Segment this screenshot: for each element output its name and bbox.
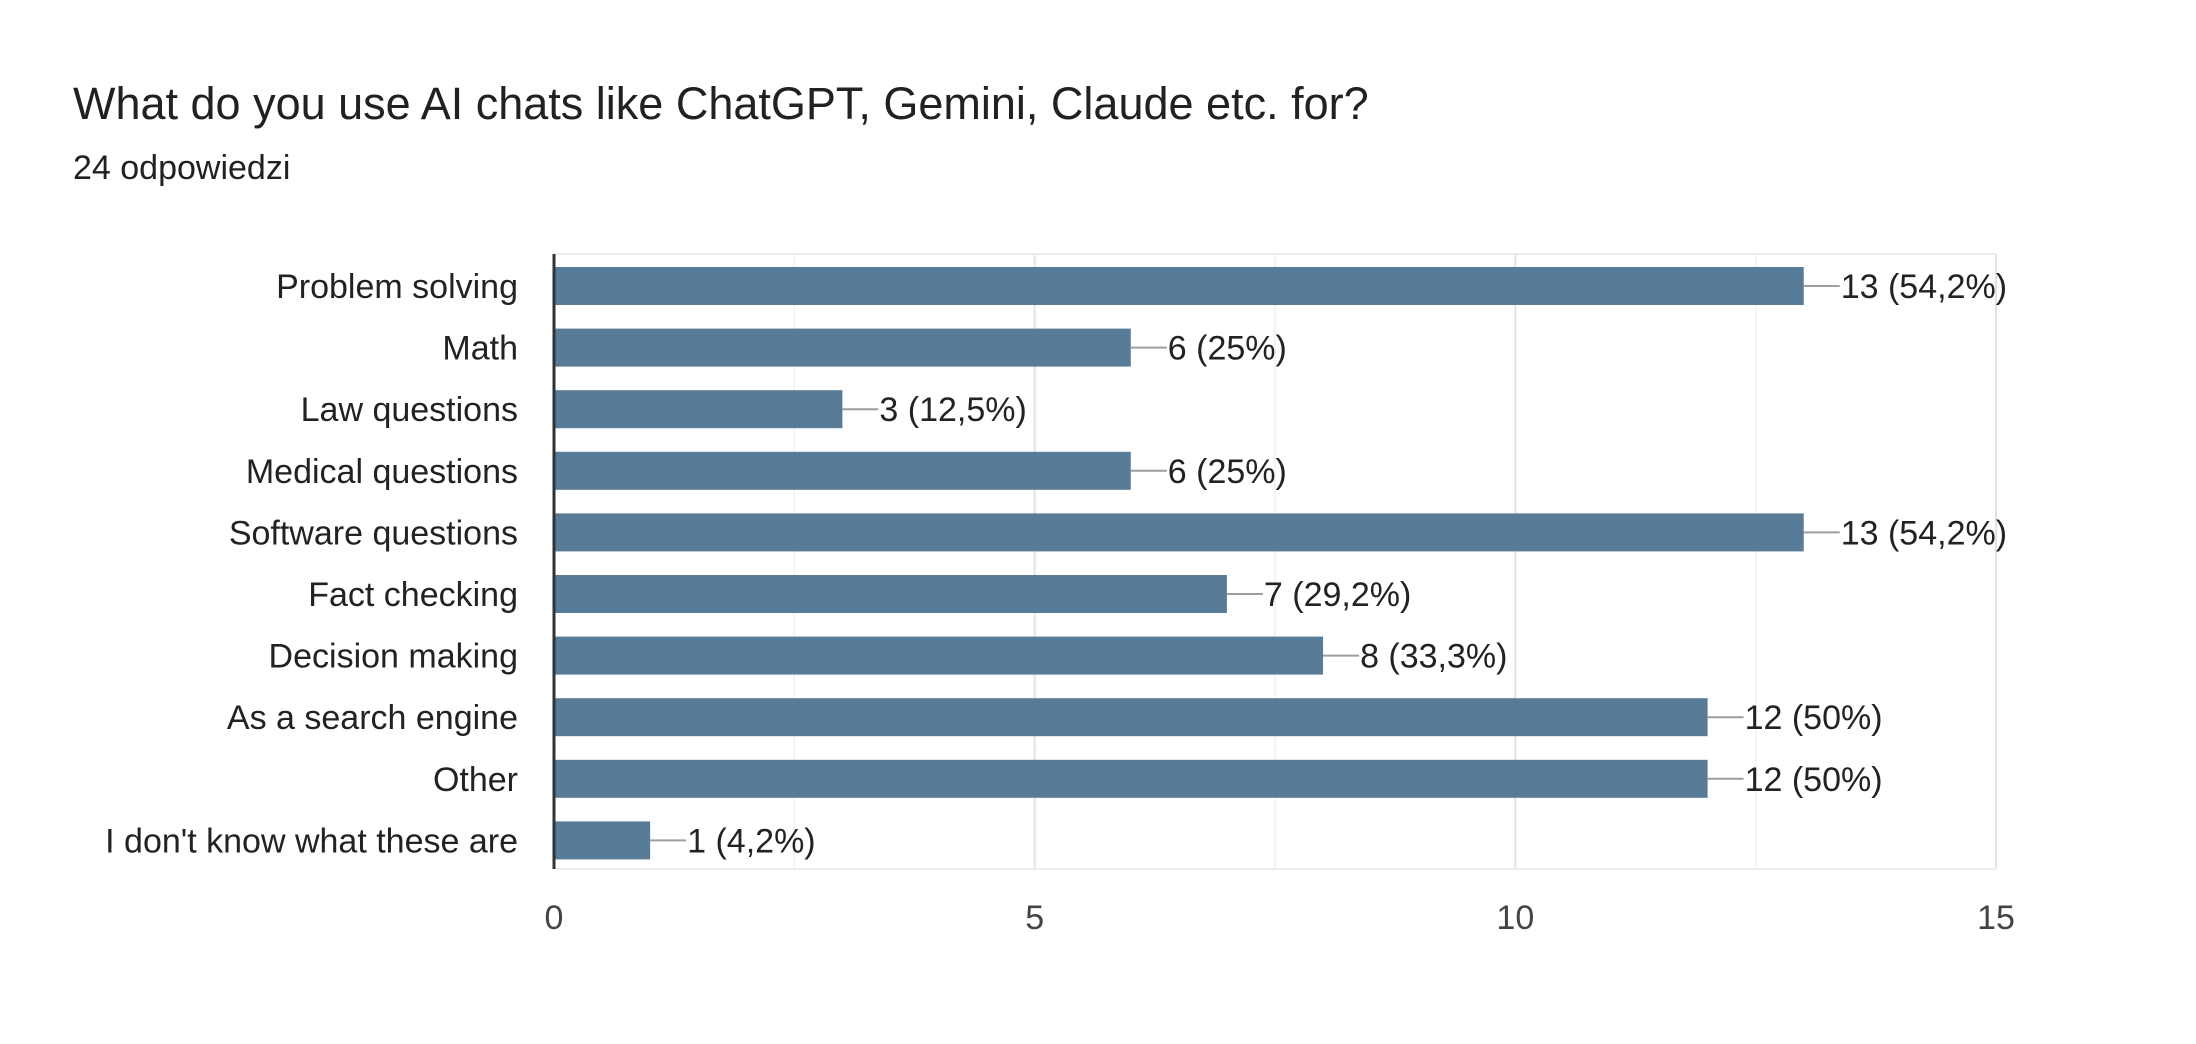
bar <box>554 636 1324 675</box>
category-label: Other <box>433 761 518 799</box>
bar-value-label: 12 (50%) <box>1745 761 1883 799</box>
x-tick-label: 0 <box>545 899 564 937</box>
bar-value-label: 12 (50%) <box>1745 699 1883 737</box>
category-label: As a search engine <box>227 699 518 737</box>
bar-value-label: 13 (54,2%) <box>1841 268 2007 306</box>
bar <box>554 575 1227 613</box>
bar-value-label: 7 (29,2%) <box>1264 576 1411 614</box>
bar-value-label: 6 (25%) <box>1168 330 1287 368</box>
category-label: Fact checking <box>308 576 518 614</box>
bar-value-label: 6 (25%) <box>1168 453 1287 491</box>
category-label: Law questions <box>301 391 518 429</box>
bar <box>554 267 1804 305</box>
bar-value-label: 13 (54,2%) <box>1841 514 2007 552</box>
response-count: 24 odpowiedzi <box>73 149 291 187</box>
x-tick-label: 10 <box>1496 899 1534 937</box>
bar <box>554 698 1708 737</box>
category-label: Decision making <box>269 638 518 676</box>
x-tick-label: 5 <box>1025 899 1044 937</box>
category-label: Software questions <box>229 514 518 552</box>
category-label: Medical questions <box>246 453 518 491</box>
bar <box>554 390 843 429</box>
labels: 13 (54,2%) Problem solving 6 (25%) Math 3 (1… <box>105 268 2015 937</box>
bar <box>554 451 1131 490</box>
bar-value-label: 3 (12,5%) <box>879 391 1026 429</box>
bar <box>554 759 1708 798</box>
category-label: Math <box>442 330 518 368</box>
category-label: Problem solving <box>276 268 518 306</box>
bars <box>554 267 1840 860</box>
chart-title: What do you use AI chats like ChatGPT, G… <box>73 78 1369 129</box>
category-label: I don't know what these are <box>105 822 518 860</box>
x-tick-label: 15 <box>1977 899 2015 937</box>
bar <box>554 821 651 860</box>
bar-value-label: 8 (33,3%) <box>1360 638 1507 676</box>
bar <box>554 513 1804 552</box>
bar-value-label: 1 (4,2%) <box>687 822 816 860</box>
bar <box>554 328 1131 367</box>
